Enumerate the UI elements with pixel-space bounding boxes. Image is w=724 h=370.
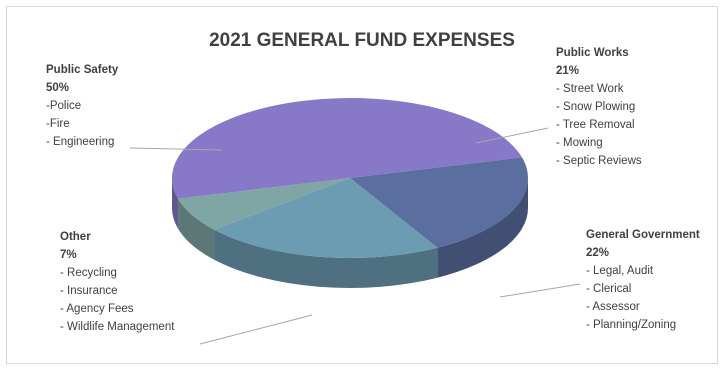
slice-item: - Engineering [46,136,115,148]
slice-label-name: Public Safety [46,64,119,76]
slice-item: - Insurance [60,285,118,297]
pie-side-public_safety [172,178,179,229]
pie-slice-public_safety [172,98,522,199]
slice-label-percent: 7% [60,249,77,261]
label-public-safety: Public Safety 50% -Police -Fire - Engine… [46,61,118,151]
slice-label-name: Other [60,231,91,243]
label-other: Other 7% - Recycling - Insurance - Agenc… [60,228,174,336]
slice-item: - Legal, Audit [586,265,654,277]
slice-item: -Police [46,100,82,112]
label-public-works: Public Works 21% - Street Work - Snow Pl… [556,44,642,170]
slice-item: - Mowing [556,137,603,149]
slice-item: -Fire [46,118,70,130]
slice-item: - Wildlife Management [60,321,175,333]
slice-label-name: Public Works [556,47,629,59]
pie-side-general_government [214,229,438,288]
slice-item: - Street Work [556,83,624,95]
slice-item: - Clerical [586,283,632,295]
slice-item: - Agency Fees [60,303,134,315]
label-general-government: General Government 22% - Legal, Audit - … [586,226,700,334]
pie-slice-other [178,178,350,230]
pie-side-public_works [437,178,528,278]
slice-label-percent: 22% [586,247,610,259]
slice-label-percent: 21% [556,65,580,77]
slice-item: - Assessor [586,301,640,313]
pie-slice-public_works [350,157,528,248]
leader-line-public_works [475,127,549,144]
pie-slice-general_government [214,178,438,258]
slice-label-percent: 50% [46,82,70,94]
slice-item: - Septic Reviews [556,155,642,167]
chart-title: 2021 GENERAL FUND EXPENSES [209,30,515,51]
slice-item: - Tree Removal [556,119,635,131]
slice-item: - Recycling [60,267,117,279]
leader-line-other [199,314,313,345]
slice-label-name: General Government [586,229,700,241]
slice-item: - Snow Plowing [556,101,636,113]
leader-line-general_government [499,283,581,298]
slice-item: - Planning/Zoning [586,319,677,331]
leader-line-public_safety [129,147,223,151]
pie-side-other [178,198,215,260]
